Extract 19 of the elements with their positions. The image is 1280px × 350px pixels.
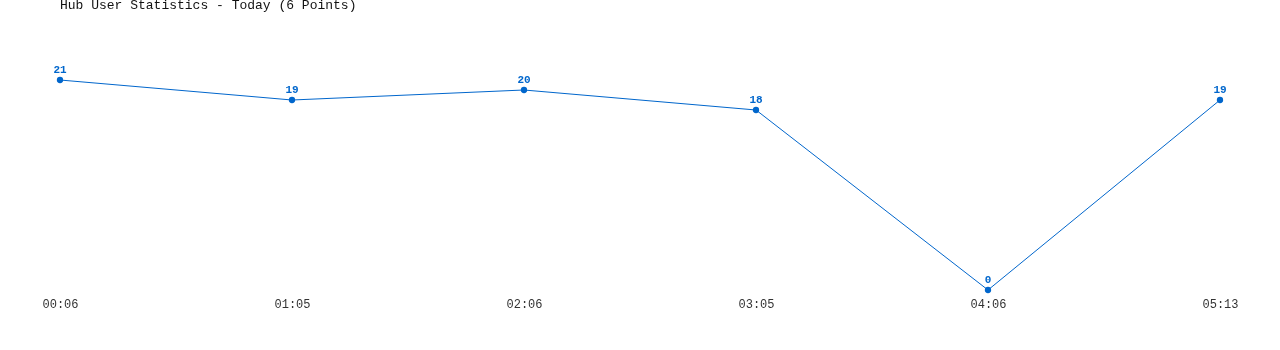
point [288, 96, 296, 104]
x-tick-label: 04:06 [970, 297, 1007, 312]
chart-title: Hub User Statistics - Today (6 Points) [60, 0, 357, 13]
data-label: 19 [1213, 84, 1227, 96]
data-label: 19 [285, 84, 299, 96]
data-label: 0 [984, 274, 992, 286]
data-label: 18 [749, 94, 763, 106]
point [984, 286, 992, 294]
x-tick-label: 03:05 [738, 297, 775, 312]
point [56, 76, 64, 84]
point [520, 86, 528, 94]
x-tick-label: 02:06 [506, 297, 543, 312]
x-tick-label: 05:13 [1202, 297, 1239, 312]
x-tick-label: 00:06 [42, 297, 79, 312]
data-label: 20 [517, 74, 531, 86]
point [752, 106, 760, 114]
data-label: 21 [53, 64, 67, 76]
point [1216, 96, 1224, 104]
x-tick-label: 01:05 [274, 297, 311, 312]
